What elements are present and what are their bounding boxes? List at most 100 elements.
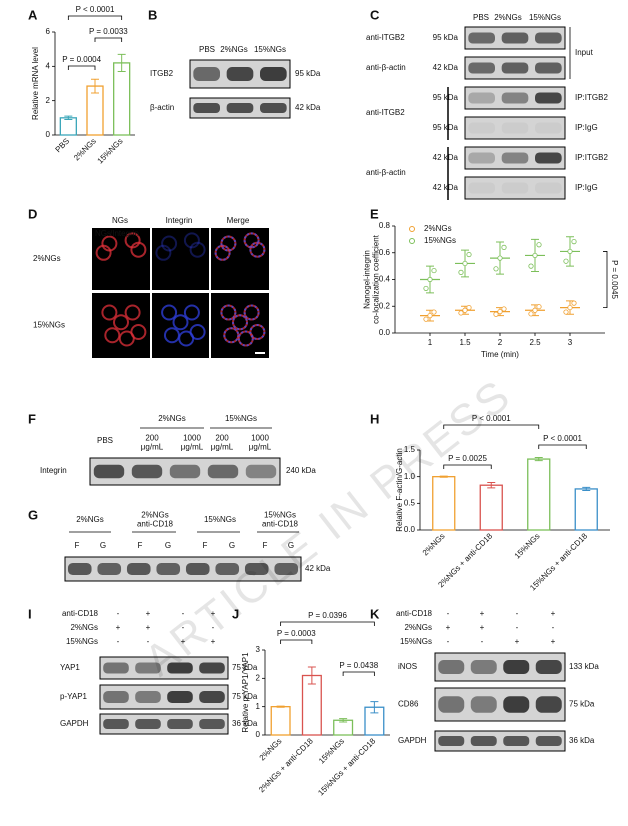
dose-label: 1000 μg/mL [249, 434, 272, 452]
cell [232, 314, 248, 331]
dose-label: 1000 μg/mL [181, 434, 204, 452]
y-tick-label: 4 [46, 61, 51, 70]
condition-label: 15%NGs [400, 637, 432, 646]
lane-label: F [138, 541, 143, 550]
panel-letter: A [28, 7, 38, 22]
point [501, 306, 507, 312]
antibody-label: anti-ITGB2 [366, 108, 405, 117]
column-label: Merge [227, 216, 250, 225]
y-tick-label: 1.5 [404, 445, 416, 454]
band [535, 92, 562, 104]
protein-label: iNOS [398, 662, 417, 671]
legend-label: 15%NGs [424, 236, 456, 245]
lane-label: 15%NGs [254, 45, 286, 54]
condition-label: 2%NGs [404, 623, 432, 632]
band [135, 719, 161, 729]
band [468, 122, 495, 134]
y-tick-label: 0.6 [379, 248, 391, 257]
band [503, 660, 530, 674]
lane-label: G [165, 541, 171, 550]
bar [574, 488, 598, 531]
lane-label: F [75, 541, 80, 550]
condition-sign: + [211, 609, 216, 618]
band [501, 152, 529, 164]
group-label: 2%NGs anti-CD18 [137, 511, 174, 529]
column-label: Integrin [166, 216, 193, 225]
lane-label: PBS [199, 45, 215, 54]
panel-letter: G [28, 507, 38, 522]
y-tick-label: 0.0 [379, 328, 391, 337]
band [501, 92, 529, 104]
size-label: 42 kDa [433, 153, 459, 162]
p-value: P = 0.0033 [89, 27, 128, 36]
band [193, 67, 220, 81]
x-tick-label: 2%NGs [421, 532, 447, 558]
micrograph [152, 228, 209, 290]
band [535, 182, 562, 194]
p-value: P = 0.0004 [62, 55, 101, 64]
y-tick-label: 6 [46, 27, 51, 36]
error-bar [117, 53, 126, 72]
band [167, 691, 193, 703]
condition-sign: + [515, 637, 520, 646]
point [462, 307, 468, 313]
group-label: 2%NGs [76, 515, 104, 524]
y-tick-label: 1 [256, 702, 261, 711]
p-value: P = 0.0396 [308, 611, 347, 620]
size-label: 42 kDa [295, 103, 321, 112]
point [501, 244, 507, 250]
size-label: 75 kDa [232, 663, 258, 672]
band [260, 103, 287, 113]
watermark: ARTICLE IN PRESS [136, 370, 521, 686]
condition-sign: - [447, 637, 450, 646]
y-tick-label: 2 [256, 673, 261, 682]
ip-label: IP:IgG [575, 123, 598, 132]
lane-label: PBS [473, 13, 489, 22]
band [535, 32, 562, 44]
legend-marker [409, 226, 415, 232]
band [470, 660, 497, 674]
condition-sign: + [146, 609, 151, 618]
bar [479, 484, 503, 531]
size-label: 95 kDa [295, 69, 321, 78]
point [427, 276, 433, 283]
point [493, 266, 499, 272]
y-axis-label: Relative mRNA level [31, 47, 40, 120]
bar [270, 706, 291, 736]
x-axis-label: Time (min) [481, 350, 519, 359]
cell [243, 304, 260, 321]
bar [527, 458, 551, 531]
cell [113, 314, 129, 331]
band [199, 662, 225, 674]
point [458, 269, 464, 275]
protein-label: ITGB2 [150, 69, 174, 78]
x-tick-label: 15%NGs [317, 737, 346, 766]
point [466, 304, 472, 311]
condition-sign: + [551, 609, 556, 618]
protein-label: p-YAP1 [60, 692, 88, 701]
cell [243, 232, 260, 249]
significance-bracket [342, 671, 375, 676]
band [93, 464, 125, 479]
cell [161, 304, 178, 321]
condition-label: 2%NGs [70, 623, 98, 632]
group-label: Input [575, 48, 594, 57]
legend-label: /Integrin [110, 229, 139, 238]
band [167, 662, 193, 674]
lane-label: PBS [97, 436, 113, 445]
column-label: NGs [112, 216, 128, 225]
antibody-label: anti-ITGB2 [366, 33, 405, 42]
ip-label: IP:IgG [575, 183, 598, 192]
protein-label: Integrin [40, 466, 67, 475]
condition-sign: + [146, 623, 151, 632]
condition-label: anti-CD18 [62, 609, 99, 618]
band [468, 182, 495, 194]
antibody-label: anti-β-actin [366, 63, 406, 72]
x-tick-label: PBS [54, 137, 72, 155]
protein-label: CD86 [398, 700, 419, 709]
protein-label: GAPDH [60, 719, 89, 728]
band [274, 563, 299, 575]
band [535, 696, 562, 713]
band [535, 660, 562, 674]
